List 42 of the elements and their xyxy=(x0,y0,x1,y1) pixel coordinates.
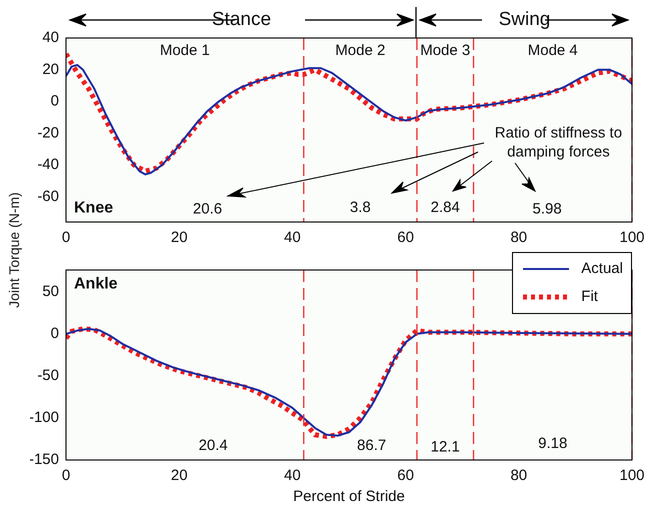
annotation: Ratio of stiffness to damping forces xyxy=(494,124,622,160)
legend-label: Fit xyxy=(581,287,598,307)
chart-title: Ankle xyxy=(74,275,118,292)
y-tick-label: 40 xyxy=(42,29,59,46)
y-tick-label: -50 xyxy=(37,367,59,384)
annotation: 20.6 xyxy=(192,200,222,218)
annotation: 3.8 xyxy=(350,198,371,216)
annotation: 20.4 xyxy=(198,436,228,454)
y-axis-title: Joint Torque (N-m) xyxy=(6,192,22,308)
x-axis-title: Percent of Stride xyxy=(293,488,405,506)
x-tick-label: 100 xyxy=(619,229,645,246)
annotation: 86.7 xyxy=(357,436,386,454)
x-tick-label: 40 xyxy=(284,467,301,484)
y-tick-label: 0 xyxy=(50,325,59,342)
y-tick-label: -100 xyxy=(28,409,59,426)
y-tick-label: 50 xyxy=(42,283,59,300)
x-tick-label: 60 xyxy=(397,229,414,246)
x-tick-label: 0 xyxy=(62,229,70,246)
y-tick-label: 0 xyxy=(50,92,59,110)
x-tick-label: 0 xyxy=(62,467,70,484)
annotation: 9.18 xyxy=(538,435,568,452)
annotation: 5.98 xyxy=(532,200,562,218)
x-tick-label: 20 xyxy=(170,467,188,484)
annotation: 12.1 xyxy=(430,438,460,456)
x-tick-label: 100 xyxy=(619,467,645,484)
y-tick-label: -20 xyxy=(37,124,59,142)
x-tick-label: 80 xyxy=(510,229,528,246)
y-tick-label: -60 xyxy=(37,188,59,205)
annotation: Mode 1 xyxy=(160,42,210,59)
text: Knee xyxy=(74,199,114,216)
y-tick-label: -40 xyxy=(37,156,59,174)
annotation: Mode 2 xyxy=(335,42,386,59)
y-tick-label: 20 xyxy=(42,60,59,78)
legend-label: Actual xyxy=(581,259,623,279)
x-tick-label: 60 xyxy=(397,467,414,484)
annotation: Mode 4 xyxy=(528,42,578,59)
annotation: Mode 3 xyxy=(420,42,470,59)
x-tick-label: 20 xyxy=(170,229,188,246)
y-tick-label: -150 xyxy=(28,451,59,468)
annotation: 2.84 xyxy=(430,198,460,216)
x-tick-label: 40 xyxy=(284,229,301,246)
x-tick-label: 80 xyxy=(510,467,528,484)
